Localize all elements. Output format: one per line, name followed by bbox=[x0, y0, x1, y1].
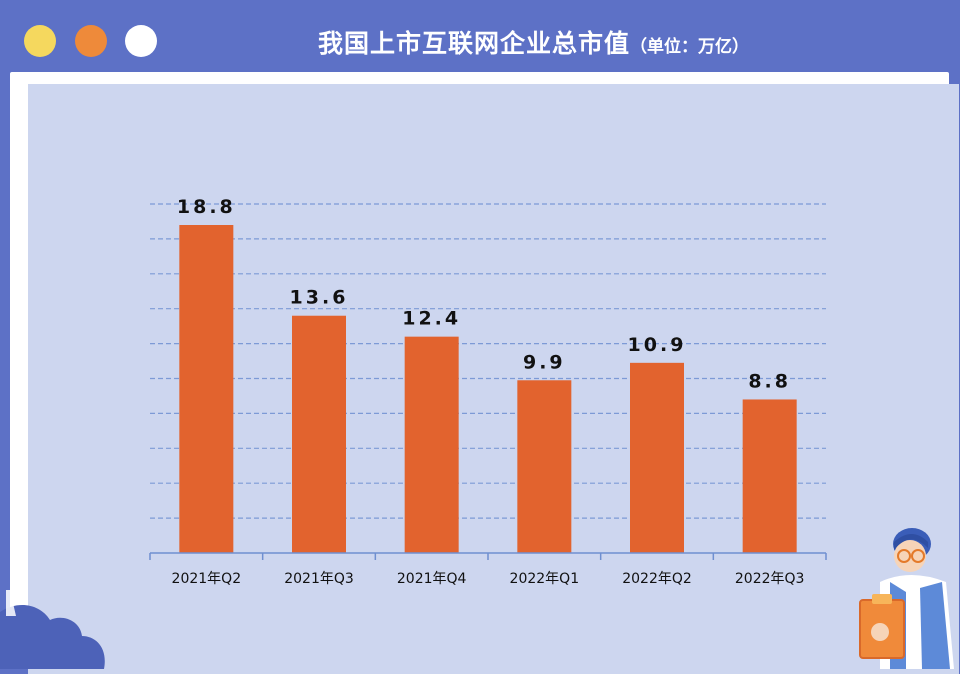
bar bbox=[517, 380, 572, 553]
x-tick-label: 2021年Q4 bbox=[397, 571, 467, 587]
bar bbox=[179, 225, 234, 553]
x-tick-label: 2022年Q2 bbox=[622, 571, 692, 587]
window-dot-yellow-icon[interactable] bbox=[24, 25, 56, 57]
x-tick-label: 2022年Q3 bbox=[735, 571, 805, 587]
chart-title-unit: （单位：万亿） bbox=[630, 37, 750, 57]
bar bbox=[742, 399, 797, 553]
x-tick-label: 2021年Q3 bbox=[284, 571, 354, 587]
window-dot-orange-icon[interactable] bbox=[75, 25, 107, 57]
data-label: 10.9 bbox=[628, 334, 687, 356]
data-label: 9.9 bbox=[523, 351, 566, 373]
chart-title: 我国上市互联网企业总市值（单位：万亿） bbox=[318, 24, 749, 60]
data-label: 13.6 bbox=[290, 287, 349, 309]
chart-title-main: 我国上市互联网企业总市值 bbox=[318, 29, 631, 58]
x-tick-label: 2022年Q1 bbox=[510, 571, 580, 587]
data-label: 12.4 bbox=[402, 308, 461, 330]
bar bbox=[630, 362, 684, 553]
title-bar: 我国上市互联网企业总市值（单位：万亿） bbox=[0, 0, 960, 72]
cloud-decoration-icon bbox=[0, 590, 105, 669]
worker-with-clipboard-icon bbox=[859, 528, 954, 669]
bar bbox=[404, 336, 459, 553]
window-dot-white-icon[interactable] bbox=[125, 25, 157, 57]
bar bbox=[292, 315, 346, 553]
data-label: 8.8 bbox=[748, 370, 791, 392]
x-tick-label: 2021年Q2 bbox=[172, 571, 242, 587]
data-label: 18.8 bbox=[177, 196, 236, 218]
